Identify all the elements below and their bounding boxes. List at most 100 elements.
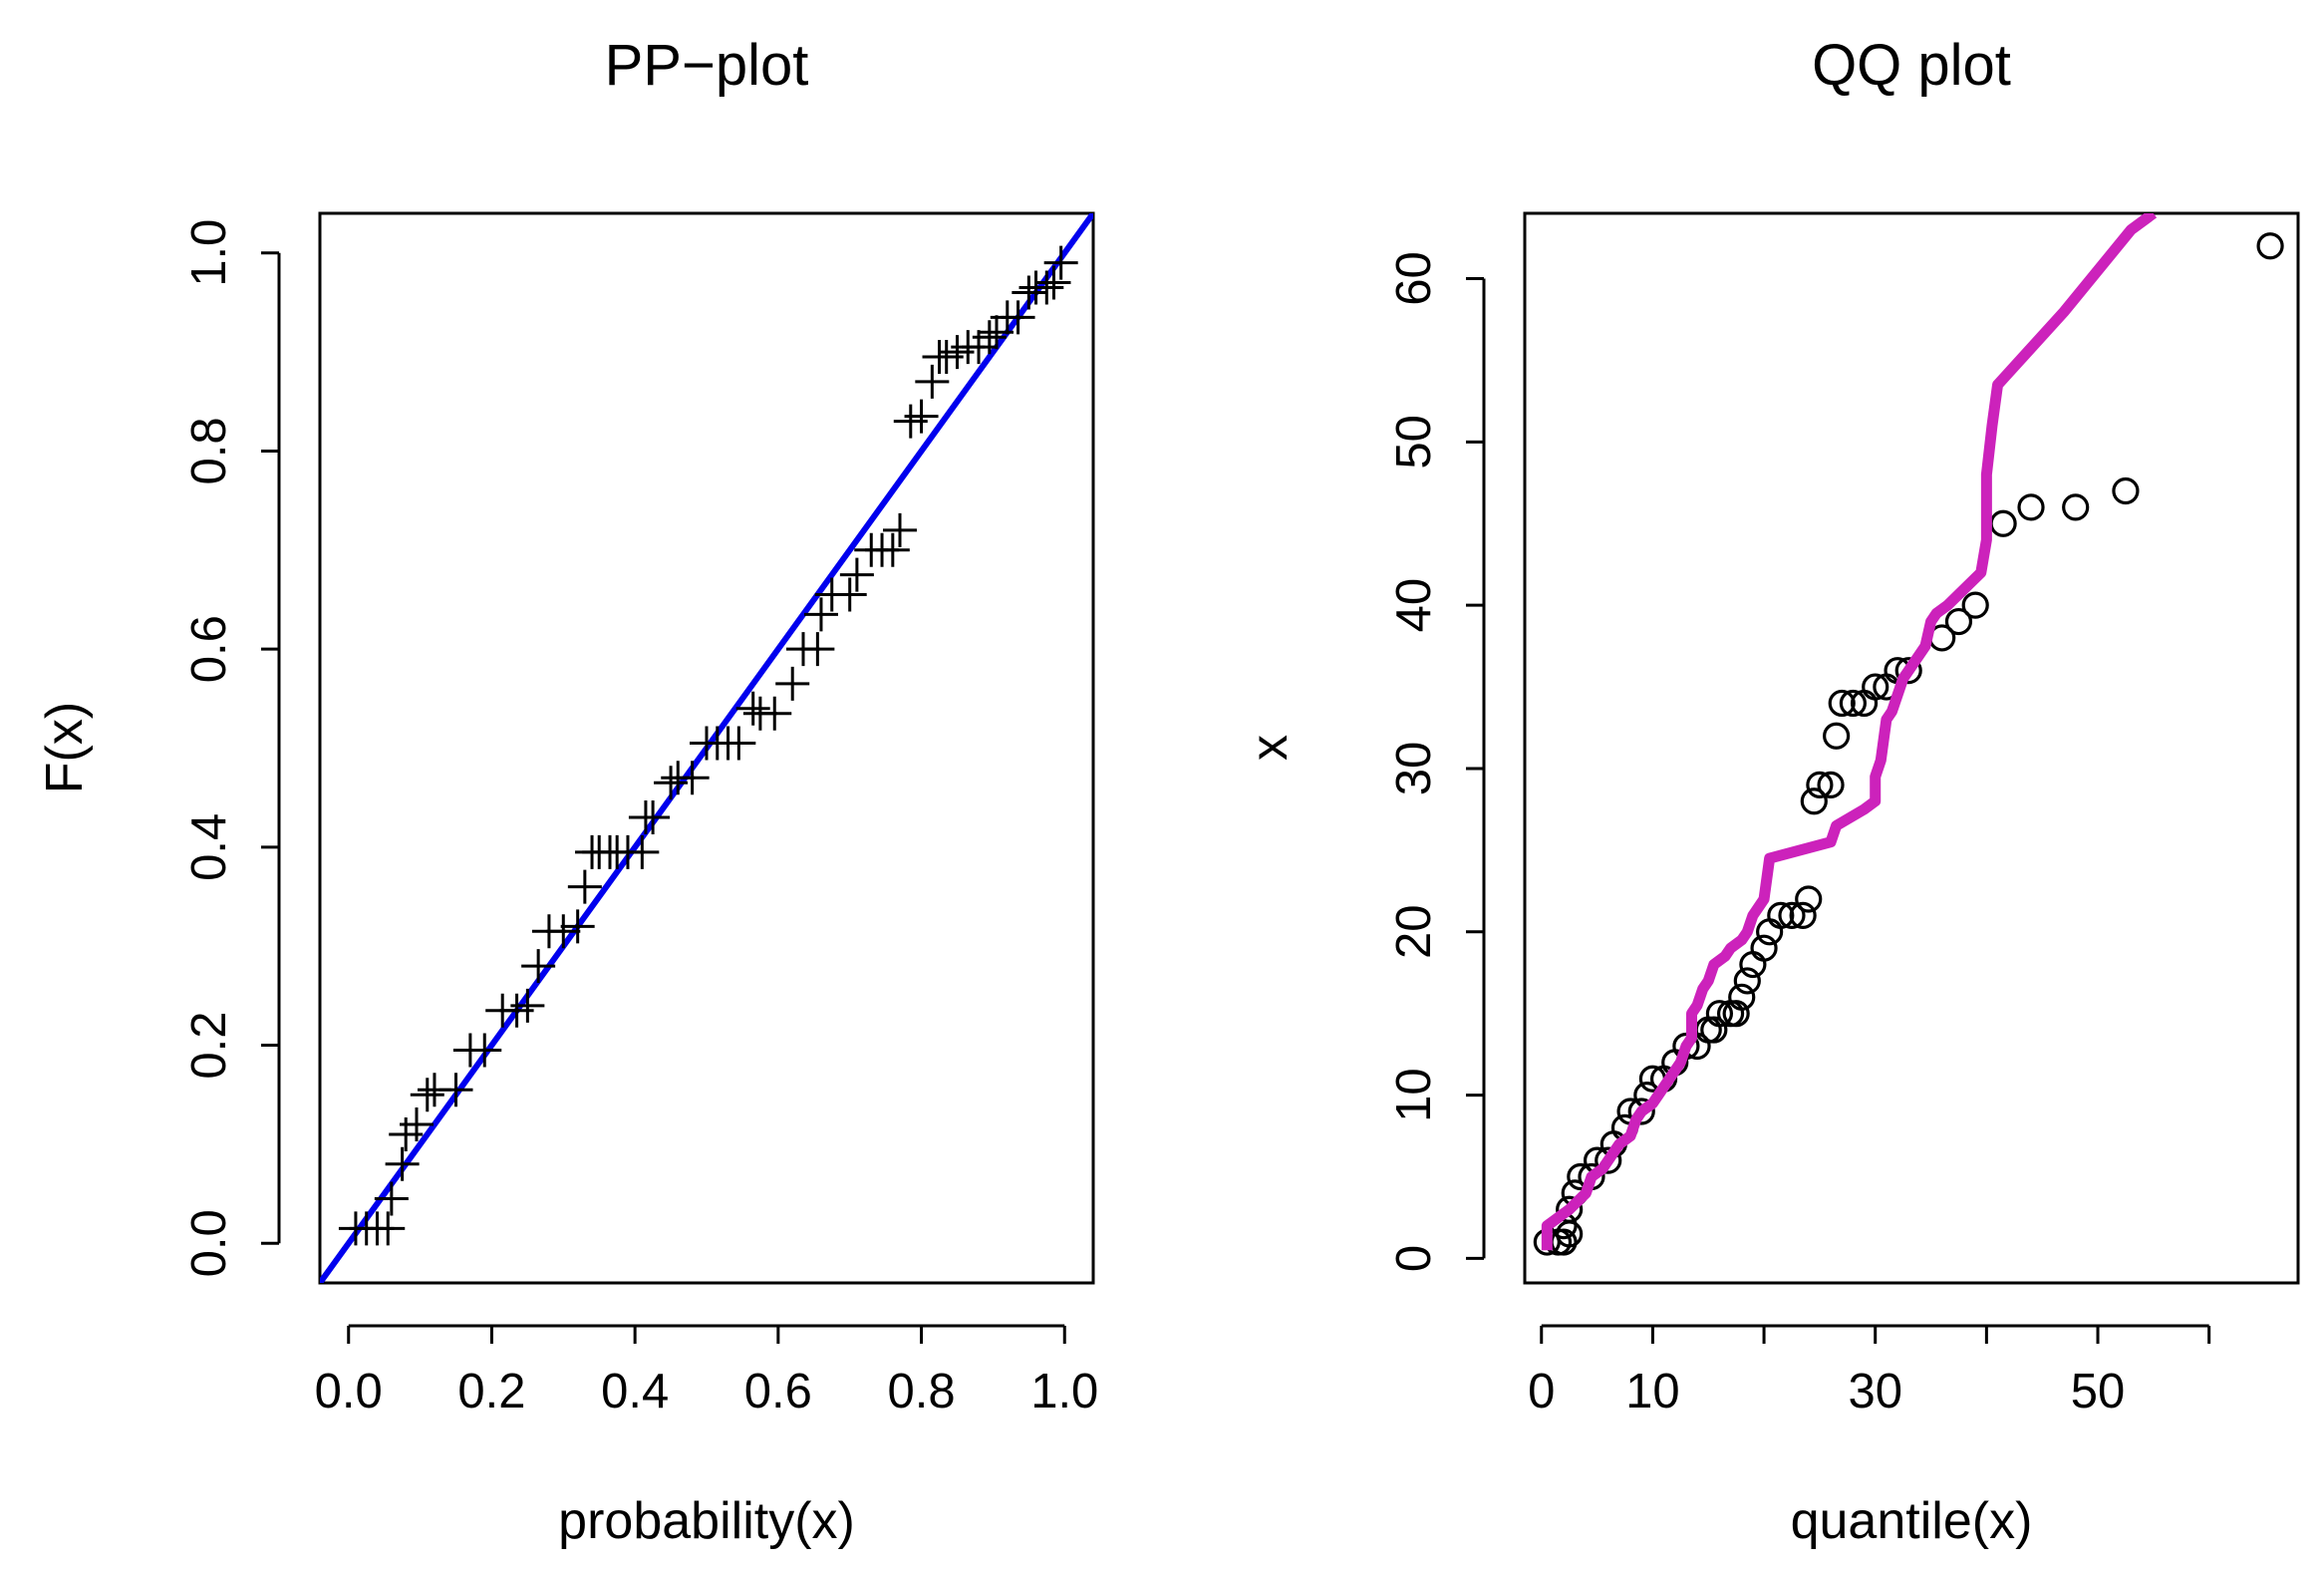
qq-plot-fitted-line (1541, 213, 2158, 1251)
pp-plot-xlabel: probability(x) (558, 1492, 855, 1550)
qq-plot-point (1728, 983, 1756, 1011)
pp-plot-point (832, 577, 867, 612)
qq-plot-point (1722, 1000, 1750, 1028)
qq-plot-point (1961, 591, 1989, 619)
pp-plot-point (374, 1181, 409, 1216)
qq-plot-y-tick-label: 60 (1387, 251, 1441, 306)
qq-plot-x-tick-label: 10 (1625, 1365, 1680, 1418)
pp-plot-point (385, 1146, 420, 1181)
qq-plot-y-tick-label: 20 (1387, 905, 1441, 960)
pp-plot-x-tick-label: 0.0 (315, 1365, 383, 1418)
pp-plot-y-tick-label: 0.6 (182, 615, 236, 683)
pp-plot-point (1043, 245, 1078, 280)
pp-plot-point (1001, 300, 1035, 335)
qq-plot-point (1700, 1016, 1728, 1044)
pp-plot-point (883, 512, 917, 547)
qq-plot-point (1989, 509, 2017, 537)
pp-plot-point (800, 632, 835, 667)
qq-plot-y-tick-label: 40 (1387, 578, 1441, 633)
qq-plot-point (1767, 901, 1795, 930)
qq-plot-x-axis: 0 10 30 50 (1528, 1324, 2211, 1418)
qq-plot-point (1739, 950, 1767, 979)
pp-plot-frame (318, 211, 1095, 1285)
qq-plot-ylabel: x (1241, 735, 1299, 761)
pp-plot-point (636, 800, 671, 835)
qq-plot-y-tick-label: 50 (1387, 415, 1441, 470)
qq-plot-title: QQ plot (1812, 33, 2011, 98)
pp-plot-point (510, 988, 545, 1023)
pp-plot-point (675, 761, 710, 795)
qq-plot-point (1705, 1000, 1733, 1028)
pp-plot-y-tick-label: 1.0 (182, 219, 236, 287)
pp-plot-x-tick-label: 0.2 (457, 1365, 525, 1418)
pp-plot-point (1012, 275, 1046, 310)
qq-plot-xlabel: quantile(x) (1791, 1492, 2033, 1550)
qq-plot-point (1750, 934, 1778, 962)
pp-plot-panel: PP−plot probability(x) F(x) 0.0 0.2 0.4 0.6… (36, 33, 1098, 1550)
qq-plot-x-tick-label: 30 (1848, 1365, 1902, 1418)
qq-plot-point (1595, 1146, 1622, 1174)
pp-plot-title: PP−plot (605, 33, 809, 98)
pp-plot-point (1029, 270, 1064, 305)
qq-plot-point (1828, 689, 1856, 718)
qq-plot-point (1795, 885, 1823, 913)
qq-plot-y-tick-label: 30 (1387, 742, 1441, 796)
qq-plot-point (1944, 607, 1973, 636)
pp-plot-x-tick-label: 0.4 (601, 1365, 669, 1418)
qq-plot-point (1839, 689, 1867, 718)
pp-plot-point (438, 1073, 473, 1107)
qq-plot-point (1556, 1195, 1584, 1223)
qq-plot-point (1894, 657, 1922, 685)
pp-plot-point (654, 766, 689, 800)
qq-plot-point (1733, 967, 1761, 995)
qq-plot-point (1789, 901, 1817, 930)
pp-plot-point (904, 399, 939, 434)
pp-plot-point (467, 1033, 502, 1068)
pp-plot-y-tick-label: 0.8 (182, 417, 236, 484)
qq-plot-panel: QQ plot quantile(x) x 0 10 30 50 0 10 20 30 40 5… (1241, 33, 2300, 1550)
pp-plot-ylabel: F(x) (36, 702, 94, 793)
pp-plot-point (775, 666, 810, 701)
pp-plot-x-tick-label: 0.8 (887, 1365, 955, 1418)
qq-plot-frame (1523, 211, 2300, 1285)
qq-plot-y-tick-label: 10 (1387, 1068, 1441, 1122)
qq-plot-point (1627, 1098, 1655, 1125)
pp-plot-point (875, 532, 910, 567)
pp-plot-y-tick-label: 0.4 (182, 813, 236, 881)
pp-plot-point (567, 869, 602, 904)
pp-plot-y-axis: 0.0 0.2 0.4 0.6 0.8 1.0 (182, 219, 281, 1277)
pp-plot-point (546, 914, 581, 949)
pp-plot-point (915, 364, 950, 399)
qq-plot-point (2256, 232, 2284, 260)
qq-plot-point (2112, 476, 2140, 505)
pp-plot-point (757, 696, 792, 731)
qq-plot-point (1817, 771, 1845, 798)
qq-plot-point (2062, 493, 2090, 521)
pp-plot-point (560, 909, 595, 944)
pp-plot-point (400, 1107, 434, 1142)
pp-plot-point (625, 834, 660, 869)
qq-plot-point (1756, 918, 1784, 946)
qq-plot-point (1823, 722, 1851, 750)
qq-plot-y-tick-label: 0 (1387, 1245, 1441, 1272)
pp-plot-point (1036, 265, 1071, 300)
qq-plot-point (2017, 493, 2045, 521)
pp-plot-point (839, 557, 874, 592)
qq-plot-y-axis: 0 10 20 30 40 50 60 (1387, 251, 1486, 1272)
qq-plot-point (1694, 1016, 1722, 1044)
qq-plot-point (1806, 771, 1834, 798)
pp-plot-point (972, 320, 1007, 355)
qq-plot-point (1862, 673, 1889, 701)
pp-plot-y-tick-label: 0.0 (182, 1209, 236, 1277)
qq-plot-point (1778, 901, 1806, 930)
pp-plot-x-tick-label: 0.6 (744, 1365, 812, 1418)
pp-plot-x-axis: 0.0 0.2 0.4 0.6 0.8 1.0 (315, 1324, 1098, 1418)
qq-plot-point (1800, 787, 1828, 815)
qq-plot-x-tick-label: 50 (2071, 1365, 2126, 1418)
pp-plot-point (410, 1078, 444, 1112)
pp-plot-point (803, 597, 838, 632)
qq-plot-x-tick-label: 0 (1528, 1365, 1555, 1418)
pp-plot-point (521, 949, 556, 984)
pp-plot-point (371, 1211, 406, 1246)
